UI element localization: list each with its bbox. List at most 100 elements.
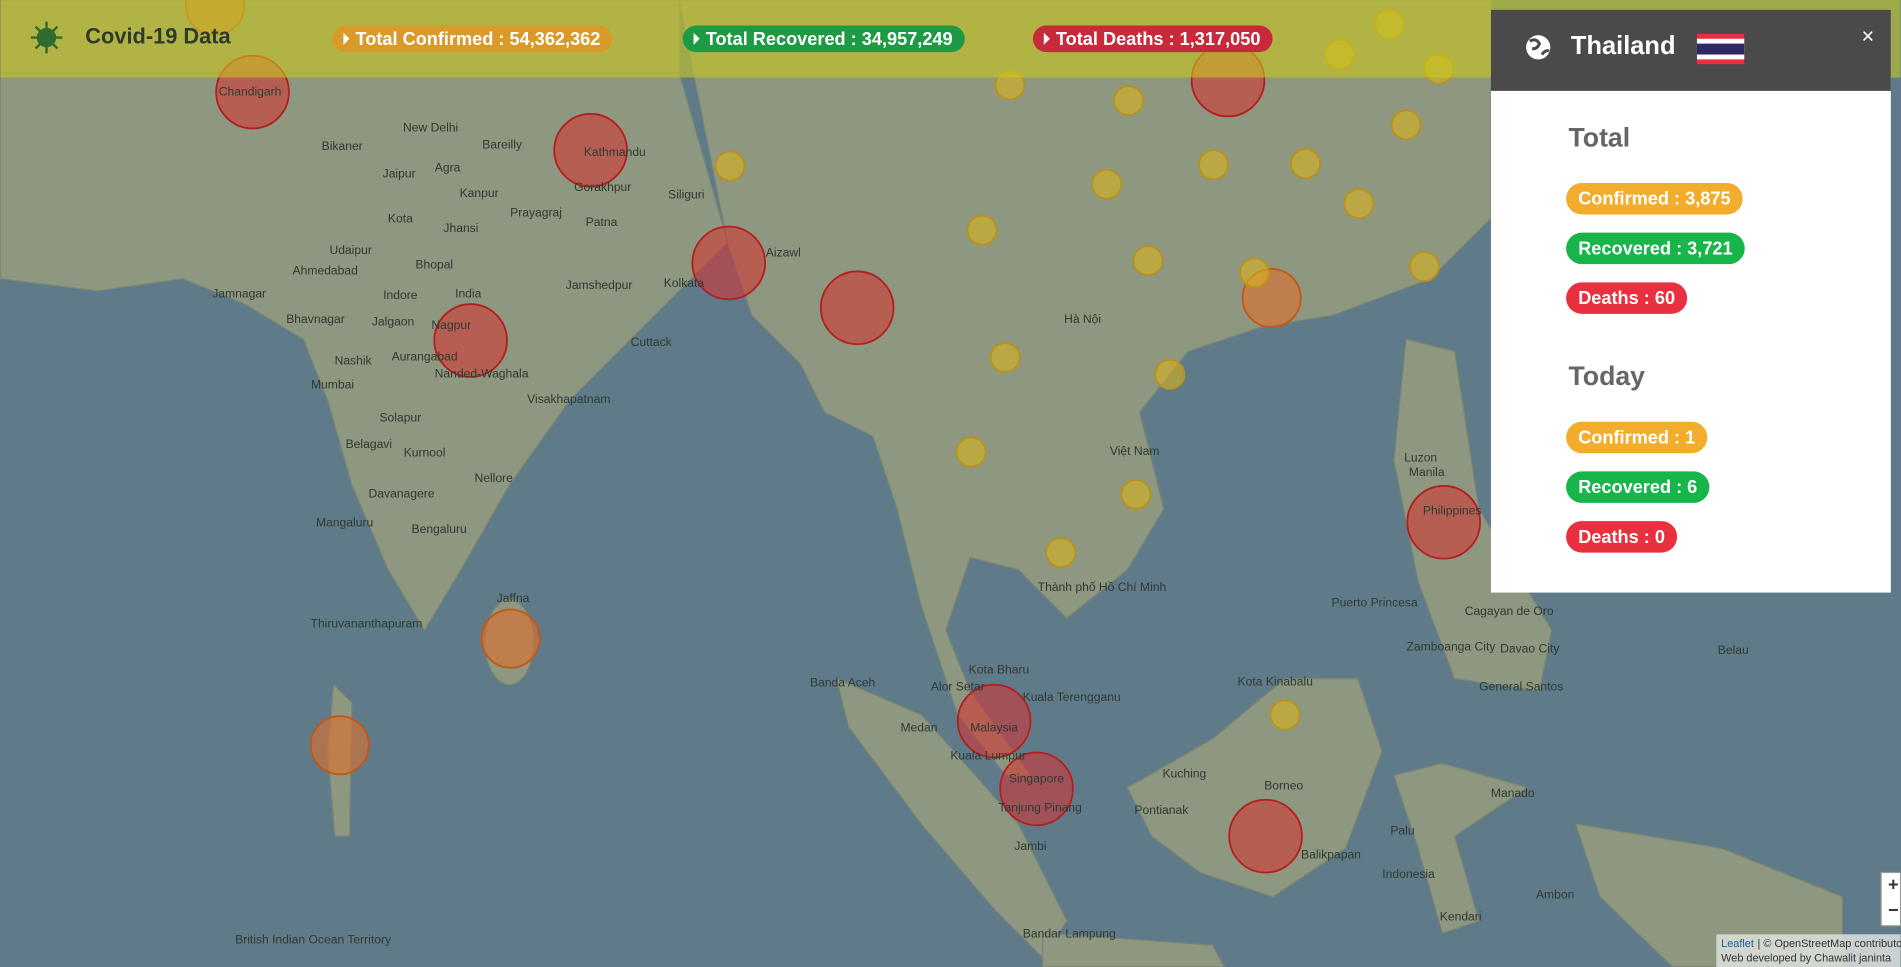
case-marker [714, 150, 746, 182]
map-label: Mangaluru [316, 516, 373, 530]
badge-background [1566, 232, 1745, 265]
map-label: British Indian Ocean Territory [235, 933, 392, 947]
map-label: Bengaluru [412, 522, 467, 536]
map-label: Indonesia [1382, 867, 1435, 881]
case-marker [955, 436, 987, 468]
total-confirmed-badge: Total Confirmed : 54,362,362 [332, 25, 613, 53]
app-title: Covid-19 Data [85, 23, 231, 48]
close-button[interactable]: × [1861, 23, 1874, 48]
map-label: Cuttack [631, 335, 673, 349]
map-label: Alor Setar [931, 679, 985, 693]
map-label: Jamshedpur [566, 278, 633, 292]
map-label: Jalgaon [372, 315, 414, 329]
case-marker [1198, 149, 1229, 181]
map-label: Kathmandu [584, 145, 646, 159]
map-label: Tanjung Pinang [998, 800, 1082, 814]
map-label: Mumbai [311, 378, 354, 392]
country-name: Thailand [1571, 32, 1676, 60]
flag [1696, 33, 1745, 65]
leaflet-link[interactable]: Leaflet [1721, 938, 1754, 950]
recovered-badge: Recovered : 3,721 [1566, 232, 1745, 265]
map-label: Bandar Lampung [1023, 926, 1116, 940]
map-label: Palu [1390, 823, 1414, 837]
map-label: Jhansi [443, 221, 478, 235]
case-marker [1132, 245, 1164, 276]
case-marker [989, 342, 1021, 373]
today-deaths-count: Deaths : 0 [1578, 527, 1665, 547]
map-label: Việt Nam [1110, 444, 1160, 458]
badge-background [1032, 25, 1273, 53]
badge-background [332, 25, 613, 53]
map-label: Bhavnagar [286, 312, 345, 326]
badge-background [1566, 182, 1743, 215]
today-deaths-badge: Deaths : 0 [1566, 521, 1678, 553]
map-label: Kuala Terengganu [1023, 690, 1121, 704]
zoom-out[interactable]: − [1888, 900, 1899, 920]
case-marker [1045, 537, 1077, 569]
map-label: Prayagraj [510, 205, 562, 219]
land [0, 0, 1843, 967]
map-label: Kurnool [404, 445, 446, 459]
map-label: Singapore [1009, 771, 1064, 785]
total-deaths-badge: Total Deaths : 1,317,050 [1032, 25, 1273, 53]
map-label: Bikaner [322, 139, 363, 153]
map-label: Aurangabad [392, 350, 458, 364]
map-label: Davanagere [369, 487, 435, 501]
map-label: New Delhi [403, 121, 458, 135]
map-label: Davao City [1500, 642, 1560, 656]
map-label: Nagpur [431, 318, 471, 332]
map-label: Malaysia [970, 720, 1018, 734]
zoom-control: + − [1880, 871, 1901, 927]
map-label: Udaipur [329, 243, 371, 257]
map-label: Manado [1491, 786, 1535, 800]
map-label: Kota Bharu [969, 662, 1030, 676]
case-marker [956, 683, 1032, 759]
today-heading: Today [1569, 361, 1646, 391]
map-label: Kota Kinabalu [1238, 674, 1313, 688]
map-label: Kuala Lumpur [950, 748, 1025, 762]
osm-attribution[interactable]: | © OpenStreetMap contributors [1758, 938, 1901, 950]
badge-background [1566, 421, 1708, 454]
badge-arrow [1043, 32, 1050, 45]
map-label: Jaffna [497, 591, 530, 605]
logo-icon [30, 21, 63, 54]
today-recovered-badge: Recovered : 6 [1566, 471, 1710, 503]
map-label: Solapur [379, 410, 421, 424]
map-label: Kota [388, 212, 413, 226]
map-label: Belau [1718, 643, 1749, 657]
total-deaths-count: Deaths : 60 [1578, 288, 1675, 308]
map-label: Bareilly [482, 138, 523, 152]
badge-background [1566, 521, 1678, 553]
map-label: Jaipur [383, 167, 416, 181]
case-marker [1113, 85, 1145, 117]
map-label: Medan [900, 720, 937, 734]
today-recovered-count: Recovered : 6 [1578, 477, 1697, 497]
map-label: General Santos [1479, 679, 1563, 693]
map-label: Ambon [1536, 888, 1574, 902]
deaths-badge: Deaths : 60 [1566, 282, 1688, 314]
map-label: Thiruvananthapuram [311, 616, 423, 630]
today-confirmed-count: Confirmed : 1 [1578, 427, 1695, 447]
map-label: Thành phố Hồ Chí Minh [1038, 580, 1167, 594]
case-marker [1269, 699, 1301, 731]
panel-body [1490, 9, 1891, 593]
map-label: Nellore [474, 471, 513, 485]
zoom-in[interactable]: + [1888, 875, 1899, 895]
case-marker [1343, 188, 1375, 220]
map-label: Borneo [1264, 779, 1303, 793]
today-confirmed-badge: Confirmed : 1 [1566, 421, 1708, 454]
case-marker [691, 225, 767, 301]
case-marker [553, 112, 628, 188]
case-marker [819, 270, 895, 346]
map-label: Indore [383, 288, 418, 302]
map-label: Kolkata [664, 276, 705, 290]
case-marker [1228, 798, 1303, 874]
map-label: Aizawl [766, 245, 801, 259]
map-label: Nashik [335, 353, 373, 367]
map-label: Bhopal [415, 258, 453, 272]
total-recovered: Total Recovered : 34,957,249 [706, 29, 953, 49]
case-marker [999, 751, 1074, 827]
